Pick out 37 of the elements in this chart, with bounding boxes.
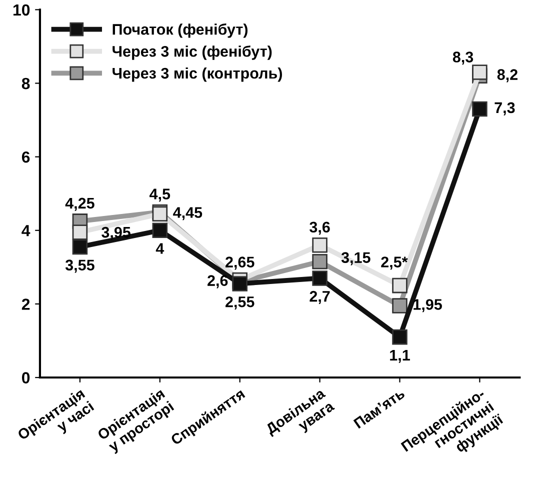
y-tick-label: 2 [22,298,30,310]
data-label: 4 [156,243,164,254]
data-label: 4,45 [173,207,202,220]
data-label: 3,55 [65,260,94,273]
point [472,101,488,117]
point [392,329,408,345]
legend-label: Початок (фенібут) [112,23,248,38]
point [312,254,328,270]
legend-label: Через 3 міс (фенібут) [112,45,272,60]
data-label: 1,1 [390,350,410,363]
point [72,224,88,240]
data-label: 3,15 [341,252,370,266]
point [312,237,328,253]
point [72,239,88,255]
data-label: 2,7 [310,290,330,304]
data-label: 8,3 [452,52,474,65]
data-label: 2,55 [226,296,254,310]
point [472,64,488,80]
data-label: 4,25 [65,198,94,211]
data-label: 8,2 [497,69,518,82]
point [392,298,408,314]
y-tick-label: 10 [13,4,30,16]
data-label: 2,65 [226,256,254,270]
y-tick-label: 8 [22,78,30,90]
data-label: 4,5 [150,188,170,202]
y-tick-label: 6 [22,151,30,163]
y-tick-label: 4 [22,225,30,236]
data-label: 2,6 [208,275,228,288]
data-label: 7,3 [494,102,515,116]
point [312,270,328,286]
data-label: 1,95 [414,299,442,312]
data-label: 3,6 [310,222,330,235]
y-tick-label: 0 [22,372,30,384]
point [392,278,408,294]
data-label: 2,5* [381,256,408,270]
legend-label: Через 3 міс (контроль) [112,67,282,82]
point [152,222,168,238]
